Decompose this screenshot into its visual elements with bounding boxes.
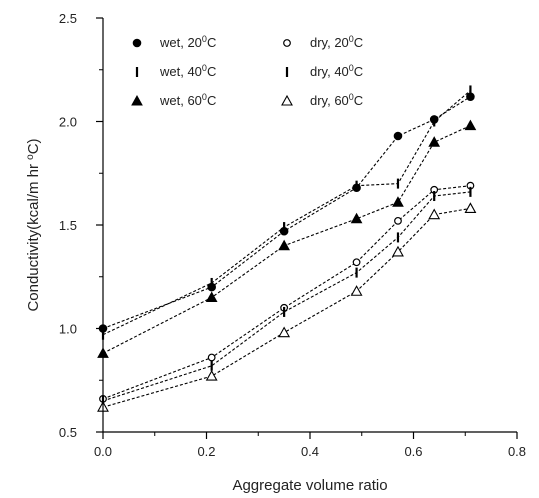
data-point-triangle-open (350, 285, 363, 296)
legend-label-sup: 0 (349, 63, 354, 73)
data-point-triangle-filled (428, 136, 441, 147)
data-point-circle-filled (132, 38, 142, 48)
data-point-circle-open (394, 216, 402, 225)
y-axis-title-unit: C) (25, 138, 42, 154)
legend-label-main: dry, 40 (310, 64, 349, 79)
data-point-triangle-open (428, 208, 441, 220)
x-tick-label: 0.8 (508, 444, 526, 459)
data-point-triangle-open (278, 326, 291, 338)
data-point-circle-open (352, 258, 361, 267)
y-tick-label: 2.5 (59, 11, 77, 26)
legend-label-sup: 0 (202, 63, 207, 73)
data-point-triangle-filled (278, 239, 290, 251)
series-line-0 (102, 96, 471, 330)
legend-label-main: wet, 60 (159, 93, 202, 108)
y-axis-title-main: Conductivity(kcal/m hr (25, 160, 42, 312)
data-point-triangle-open (281, 94, 293, 106)
legend-label-unit: C (354, 93, 363, 108)
data-point-triangle-filled (131, 94, 143, 106)
legend-label-unit: C (207, 35, 216, 50)
legend-label-main: dry, 60 (310, 93, 349, 108)
legend-label: dry, 600C (310, 92, 363, 108)
y-tick-label: 1.0 (59, 322, 77, 337)
y-tick-label: 1.5 (59, 218, 77, 233)
data-point-triangle-filled (350, 212, 363, 224)
legend-label-unit: C (354, 64, 363, 79)
legend-label: wet, 600C (159, 92, 216, 108)
x-axis-title: Aggregate volume ratio (232, 477, 387, 494)
data-point-triangle-open (205, 369, 218, 381)
legend-label-sup: 0 (202, 34, 207, 44)
x-tick-label: 0.0 (94, 444, 112, 459)
data-point-triangle-filled (205, 291, 218, 302)
legend-label-unit: C (207, 64, 216, 79)
y-axis-title: Conductivity(kcal/m hr oC) (25, 138, 43, 311)
series-line-4 (102, 191, 471, 402)
data-point-triangle-filled (464, 119, 477, 131)
y-tick-label: 2.0 (59, 115, 77, 130)
legend-label-sup: 0 (349, 34, 354, 44)
data-point-circle-filled (393, 131, 403, 141)
data-point-triangle-open (464, 202, 477, 213)
y-axis-title-sup: o (25, 154, 36, 160)
legend-label-unit: C (207, 93, 216, 108)
x-tick-label: 0.2 (197, 444, 215, 459)
series-line-1 (102, 90, 471, 336)
y-tick-label: 0.5 (59, 425, 77, 440)
legend-label: dry, 400C (310, 63, 363, 79)
plot-markers (97, 85, 477, 412)
data-point-circle-open (207, 353, 216, 362)
legend-label-sup: 0 (202, 92, 207, 102)
legend-label-sup: 0 (349, 92, 354, 102)
series-line-2 (102, 125, 471, 354)
legend-label: wet, 200C (159, 34, 216, 50)
legend-label: dry, 200C (310, 34, 363, 50)
data-point-triangle-open (392, 245, 404, 257)
legend-label-unit: C (354, 35, 363, 50)
legend-label: wet, 400C (159, 63, 216, 79)
legend-label-main: wet, 20 (159, 35, 202, 50)
x-tick-label: 0.4 (301, 444, 319, 459)
axes: 0.0 0.2 0.4 0.6 0.8 0.5 1.0 1.5 2.0 2.5 (59, 11, 526, 459)
x-tick-label: 0.6 (404, 444, 422, 459)
data-point-circle-open (283, 39, 291, 47)
data-point-triangle-filled (392, 196, 404, 207)
legend-label-main: dry, 20 (310, 35, 349, 50)
legend-label-main: wet, 40 (159, 64, 202, 79)
